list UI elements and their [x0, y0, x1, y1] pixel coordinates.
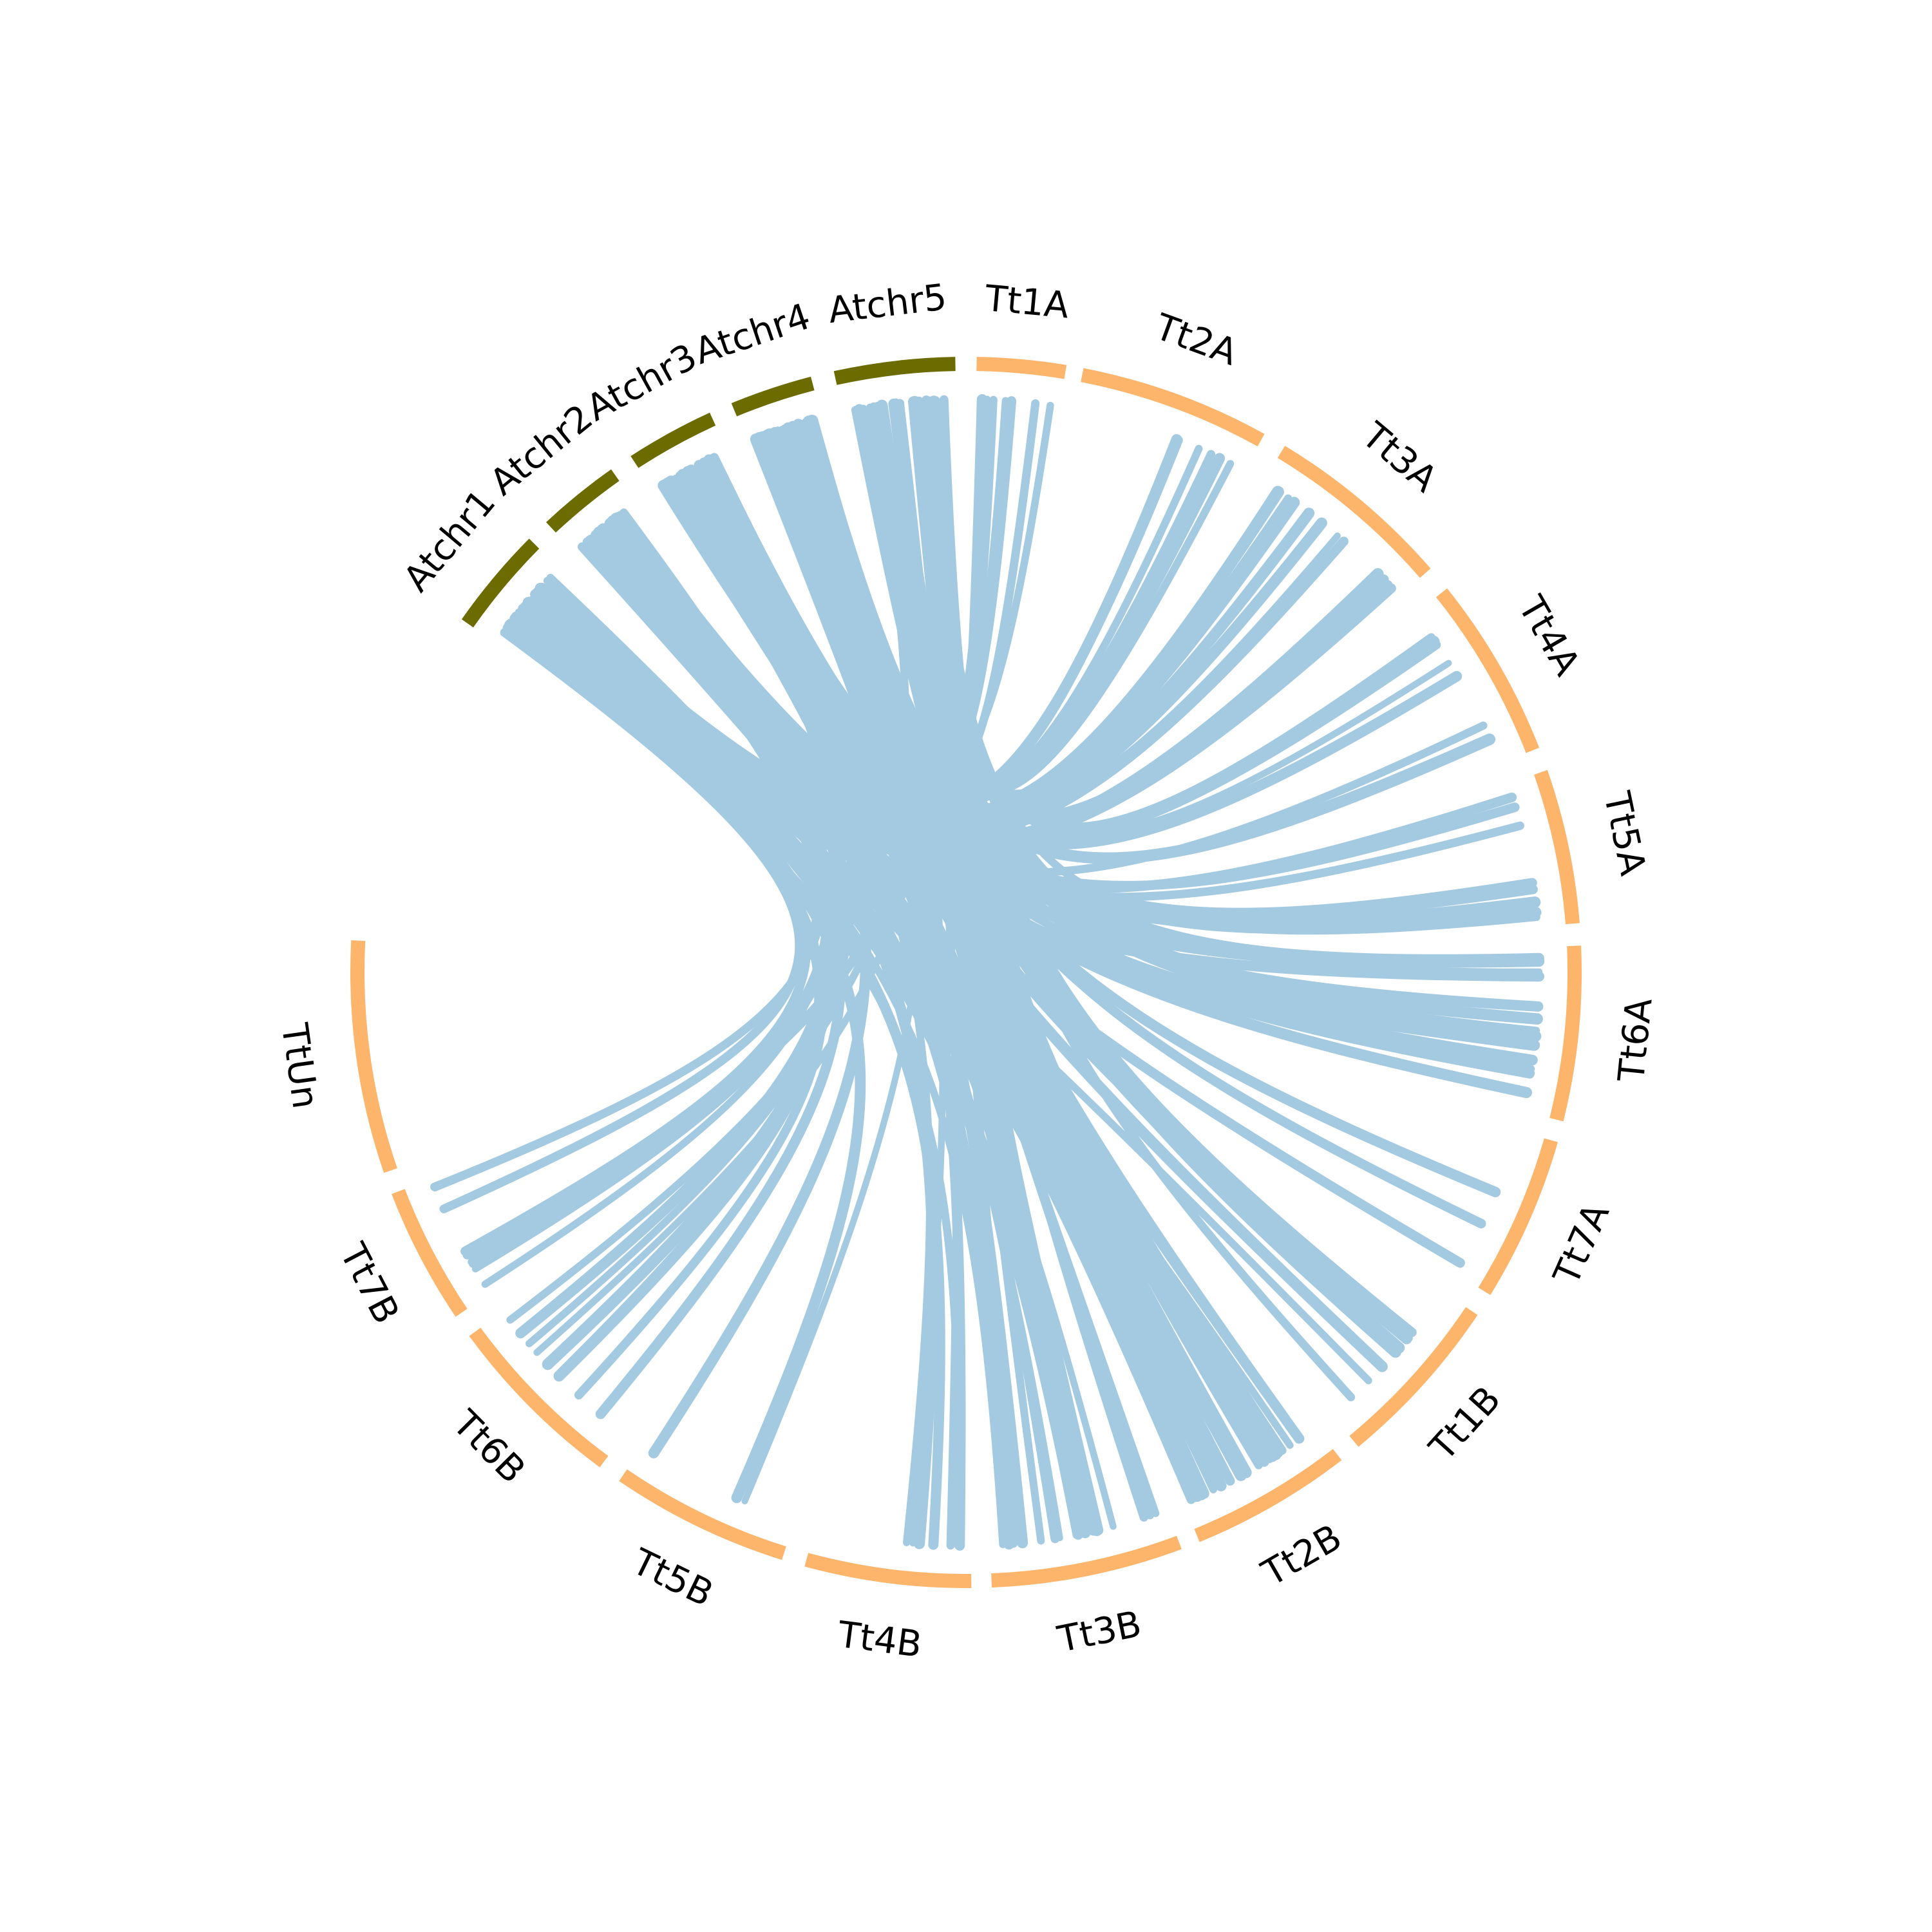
chromosome-arc-tt6a: [1549, 945, 1582, 1122]
synteny-link: [542, 513, 842, 1370]
chromosome-arc-tt1b: [1349, 1307, 1478, 1447]
synteny-link: [888, 401, 1452, 837]
chromosome-arc-tt2b: [1194, 1448, 1342, 1542]
synteny-link: [596, 524, 939, 1549]
chromosome-arc-tt3a: [1277, 446, 1431, 578]
chromosome-arc-tt4b: [804, 1553, 972, 1588]
synteny-link: [755, 433, 1081, 1539]
synteny-link: [939, 395, 1235, 1486]
synteny-link: [914, 397, 1149, 1522]
synteny-link: [462, 600, 811, 1258]
chromosome-arc-tt7b: [392, 1189, 468, 1317]
chromosome-arc-tt6b: [469, 1327, 609, 1468]
synteny-link: [521, 580, 1393, 849]
chromosome-arc-tt5b: [619, 1469, 786, 1560]
synteny-link: [806, 417, 1543, 976]
chromosome-arc-atchr4: [731, 376, 815, 417]
synteny-link: [701, 457, 1089, 1539]
chromosome-label-tt6a: Tt6A: [1611, 996, 1661, 1084]
chromosome-arc-tt1a: [976, 357, 1067, 379]
chromosome-arc-atchr2: [546, 469, 620, 533]
chromosome-arc-ttun: [350, 940, 397, 1173]
chromosome-label-tt1a: Tt1A: [983, 278, 1070, 327]
synteny-link: [505, 618, 826, 1382]
chromosome-arc-tt7a: [1478, 1138, 1558, 1295]
chromosome-arcs: [350, 357, 1582, 1588]
synteny-link: [759, 430, 1537, 918]
chromosome-arc-atchr1: [461, 538, 540, 628]
chromosome-arc-atchr3: [630, 412, 716, 468]
chromosome-arc-tt3b: [991, 1535, 1182, 1588]
synteny-link: [859, 404, 1282, 1457]
chromosome-arc-tt4a: [1435, 588, 1540, 753]
synteny-link: [468, 510, 831, 1265]
chromosome-arc-tt5a: [1534, 770, 1580, 925]
synteny-link: [614, 511, 1520, 891]
chromosome-arc-tt2a: [1081, 368, 1265, 447]
synteny-link: [543, 576, 1199, 1502]
synteny-links: [430, 394, 1545, 1551]
chromosome-arc-atchr5: [833, 357, 956, 385]
